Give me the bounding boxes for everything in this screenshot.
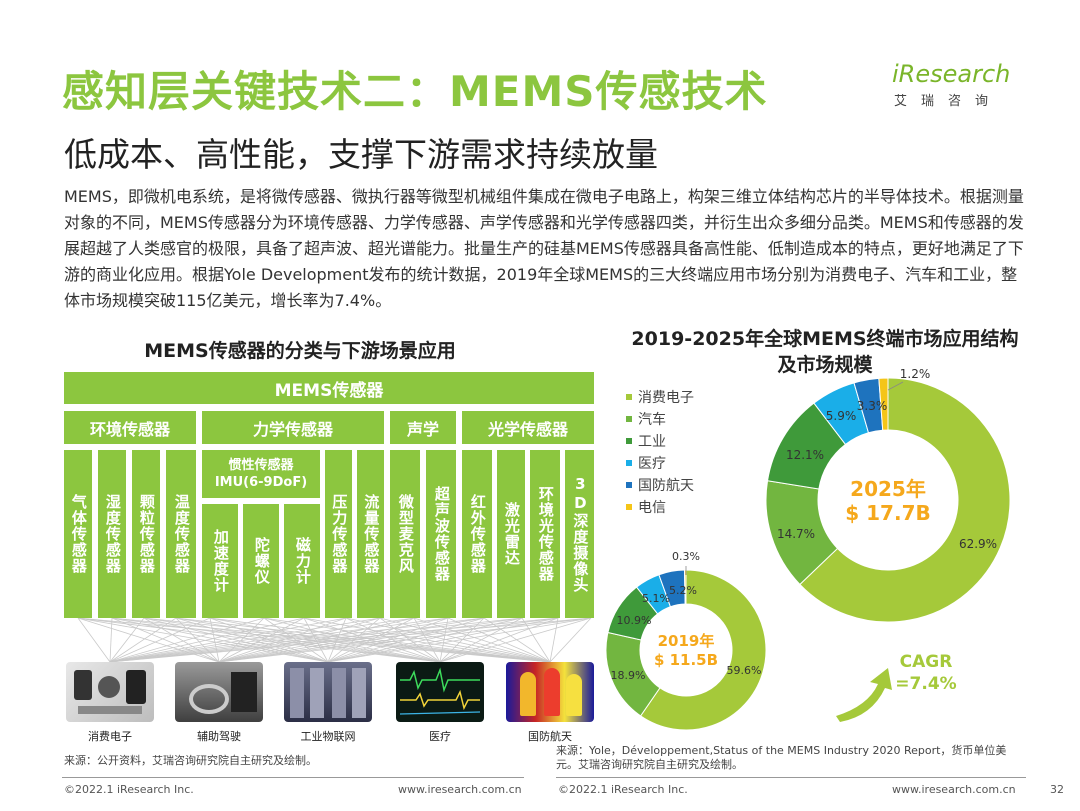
legend-swatch [626,504,632,510]
legend-item: 消费电子 [626,386,694,408]
app-label: 消费电子 [88,730,132,743]
slice-label: 14.7% [777,527,815,541]
slice-label: 12.1% [786,448,824,462]
legend-label: 医疗 [638,456,666,472]
logo-text: iResearch [892,60,1011,88]
legend-item: 医疗 [626,452,694,474]
category-optical: 光学传感器 [462,411,594,444]
category-acoustic: 声学 [390,411,456,444]
legend-swatch [626,482,632,488]
env-item: 颗粒传感器 [132,450,160,618]
mech-item: 流量传感器 [357,450,384,618]
footer-divider-right [556,777,1026,778]
legend-item: 汽车 [626,408,694,430]
legend-swatch [626,394,632,400]
consumer-electronics-photo [66,662,154,722]
legend-swatch [626,416,632,422]
optical-item: 3D深度摄像头 [565,450,594,618]
slice-label: 18.9% [611,669,646,682]
donut-center-year: 2025年 [850,477,926,501]
env-item: 温度传感器 [166,450,196,618]
page-title: 感知层关键技术二：MEMS传感技术 [62,67,768,116]
app-label: 国防航天 [528,730,572,743]
assisted-driving-photo [175,662,263,722]
legend-swatch [626,460,632,466]
medical-photo [396,662,484,722]
legend-label: 国防航天 [638,478,694,494]
footer-divider-left [62,777,524,778]
growth-arrow-icon [836,668,892,722]
cagr-value: =7.4% [895,674,957,694]
acoustic-item: 超声波传感器 [426,450,456,618]
donut-slice [683,569,687,605]
leader-line [887,381,904,391]
donut-slice [878,377,889,431]
source-left: 来源：公开资料，艾瑞咨询研究院自主研究及绘制。 [64,754,317,767]
footer-url-left[interactable]: www.iresearch.com.cn [398,783,522,796]
legend-label: 工业 [638,434,666,450]
legend-label: 消费电子 [638,390,694,406]
mech-item: 压力传感器 [325,450,352,618]
slice-label: 5.9% [826,409,857,423]
footer-copyright-right: ©2022.1 iResearch Inc. [558,783,688,796]
donut-center-total: $ 11.5B [654,651,718,669]
inertial-box: 惯性传感器 IMU(6-9DoF) [202,450,320,498]
logo-cn-text: 艾瑞咨询 [894,94,1003,109]
slice-label: 1.2% [900,367,931,381]
inertial-item: 磁力计 [284,504,320,618]
connector-lines [77,618,592,662]
slice-label: 59.6% [727,664,762,677]
footer-url-right[interactable]: www.iresearch.com.cn [892,783,1016,796]
app-label: 医疗 [429,730,451,743]
legend-swatch [626,438,632,444]
legend-item: 电信 [626,496,694,518]
defense-aerospace-photo [506,662,594,722]
slice-label: 0.3% [672,550,700,563]
footer-copyright-left: ©2022.1 iResearch Inc. [64,783,194,796]
cagr-label: CAGR [899,652,953,672]
iiot-photo [284,662,372,722]
env-item: 气体传感器 [64,450,92,618]
mems-root-bar: MEMS传感器 [64,372,594,404]
inertial-item: 陀螺仪 [243,504,279,618]
chart-title: 2019-2025年全球MEMS终端市场应用结构及市场规模 [631,328,1019,376]
category-env: 环境传感器 [64,411,196,444]
donut-slice [799,377,1011,623]
diagram-title: MEMS传感器的分类与下游场景应用 [144,340,456,362]
app-label: 辅助驾驶 [197,730,241,743]
legend-item: 国防航天 [626,474,694,496]
optical-item: 激光雷达 [497,450,525,618]
slice-label: 5.2% [669,584,697,597]
optical-item: 红外传感器 [462,450,492,618]
slice-label: 10.9% [617,614,652,627]
optical-item: 环境光传感器 [530,450,560,618]
slice-label: 3.3% [857,399,888,413]
donut-slice [639,569,767,731]
legend-label: 汽车 [638,412,666,428]
slice-label: 62.9% [959,537,997,551]
chart-legend: 消费电子汽车工业医疗国防航天电信 [626,386,694,518]
slice-label: 5.1% [642,592,670,605]
source-right: 来源：Yole，Développement,Status of the MEMS… [556,744,1007,771]
donut-center-total: $ 17.7B [845,501,930,525]
category-mech: 力学传感器 [202,411,384,444]
env-item: 湿度传感器 [98,450,126,618]
acoustic-item: 微型麦克风 [390,450,420,618]
page-number: 32 [1050,783,1064,796]
iresearch-logo: iResearch 艾瑞咨询 [892,60,1022,120]
inertial-item: 加速度计 [202,504,238,618]
app-label: 工业物联网 [300,730,356,743]
donut-center-year: 2019年 [658,632,715,650]
page-subtitle: 低成本、高性能，支撑下游需求持续放量 [64,135,658,174]
intro-paragraph: MEMS，即微机电系统，是将微传感器、微执行器等微型机械组件集成在微电子电路上，… [64,187,1024,310]
legend-label: 电信 [638,500,666,516]
legend-item: 工业 [626,430,694,452]
